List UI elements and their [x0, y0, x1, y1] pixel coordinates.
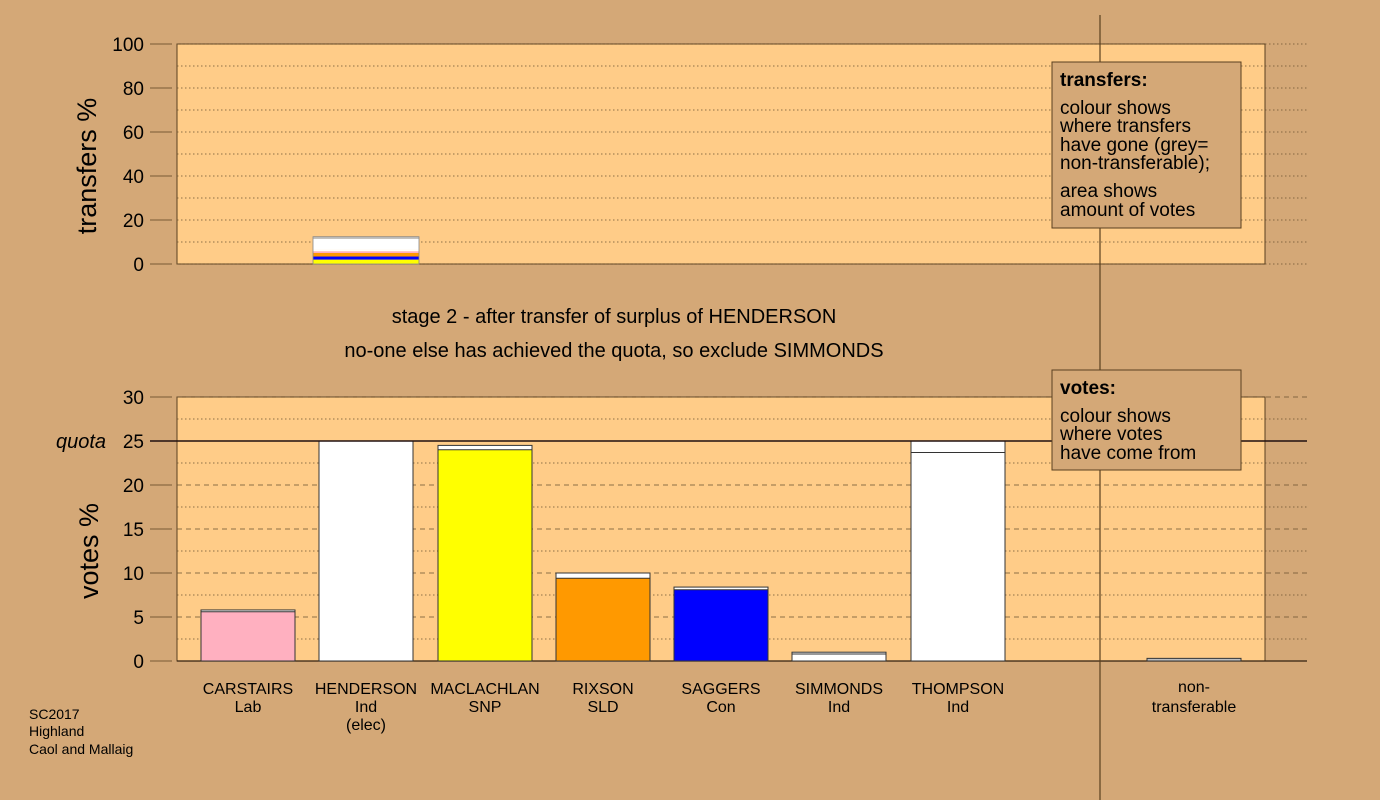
transfer-segment-simmonds: [313, 249, 419, 252]
transfers-legend-line: amount of votes: [1060, 200, 1195, 221]
candidate-name: RIXSON: [572, 681, 633, 698]
candidate-party: Ind: [828, 699, 850, 716]
transfer-segment: [674, 587, 768, 590]
votes-legend: votes: colour shows where votes have com…: [1051, 369, 1242, 471]
y-tick-label: 25: [123, 432, 144, 453]
transfer-bar-outline: [312, 236, 420, 265]
y-tick-label: 10: [123, 564, 144, 585]
candidate-labels: CARSTAIRSLabHENDERSONInd(elec)MACLACHLAN…: [203, 679, 1237, 734]
candidate-party: Ind: [947, 699, 969, 716]
bar-outline: [555, 572, 651, 662]
candidate-name: CARSTAIRS: [203, 681, 293, 698]
transfers-legend-line: where transfers: [1059, 116, 1191, 137]
footer-line: Highland: [29, 723, 84, 739]
first-preference-segment: [438, 449, 532, 661]
transfer-segment: [911, 441, 1005, 453]
candidate-bar-henderson: [318, 440, 414, 662]
y-tick-label: 5: [133, 608, 144, 629]
candidate-party: Ind: [355, 699, 377, 716]
votes-bars: [200, 440, 1242, 662]
first-preference-segment: [911, 452, 1005, 661]
transfers-legend-line: have gone (grey=: [1060, 135, 1208, 156]
footer-line: SC2017: [29, 706, 80, 722]
transfer-segment: [438, 445, 532, 450]
transfers-legend-title: transfers:: [1060, 70, 1148, 91]
footer-line: Caol and Mallaig: [29, 741, 133, 757]
first-preference-segment: [792, 653, 886, 661]
transfer-segment: [792, 652, 886, 654]
transfer-segment-maclachlan: [313, 259, 419, 264]
y-tick-label: 0: [133, 652, 144, 673]
transfer-segment: [201, 609, 295, 612]
transfers-legend-line: area shows: [1060, 181, 1157, 202]
votes-legend-line: where votes: [1059, 424, 1162, 445]
transfers-legend: transfers: colour shows where transfers …: [1051, 61, 1242, 229]
votes-legend-line: have come from: [1060, 443, 1196, 464]
bar-outline: [437, 444, 533, 662]
transfer-segment-saggers: [313, 256, 419, 260]
stage-note: no-one else has achieved the quota, so e…: [344, 340, 883, 362]
candidate-party: SLD: [587, 699, 618, 716]
transfer-segment-carstairs: [313, 251, 419, 253]
bar-outline: [673, 586, 769, 662]
candidate-party: Lab: [235, 699, 262, 716]
votes-legend-box: [1051, 369, 1242, 471]
candidate-name: HENDERSON: [315, 681, 417, 698]
transfers-axis-label: transfers %: [72, 98, 102, 235]
stage-title: stage 2 - after transfer of surplus of H…: [392, 306, 837, 328]
votes-legend-title: votes:: [1060, 378, 1116, 399]
transfer-segment-rixson: [313, 253, 419, 257]
candidate-bar-maclachlan: [437, 444, 533, 662]
y-tick-label: 30: [123, 388, 144, 409]
transfer-segment: [556, 573, 650, 579]
y-tick-label: 100: [112, 35, 144, 56]
y-tick-label: 20: [123, 211, 144, 232]
y-tick-label: 60: [123, 123, 144, 144]
candidate-party: SNP: [469, 699, 502, 716]
y-tick-label: 0: [133, 255, 144, 276]
y-tick-label: 20: [123, 476, 144, 497]
transfers-legend-line: non-transferable);: [1060, 153, 1210, 174]
quota-label: quota: [56, 431, 106, 453]
y-tick-label: 40: [123, 167, 144, 188]
candidate-bar-thompson: [910, 440, 1006, 662]
candidate-party: Con: [706, 699, 735, 716]
candidate-bar-carstairs: [200, 609, 296, 662]
bar-outline: [200, 609, 296, 662]
candidate-bar-saggers: [673, 586, 769, 662]
bar-outline: [791, 651, 887, 662]
nontransferable-label: transferable: [1152, 699, 1237, 716]
first-preference-segment: [556, 578, 650, 661]
nontransferable-label: non-: [1178, 679, 1210, 696]
candidate-name: MACLACHLAN: [430, 681, 539, 698]
transfers-legend-box: [1051, 61, 1242, 229]
transfer-segment-thompson: [313, 238, 419, 250]
votes-axis-label: votes %: [74, 503, 104, 599]
first-preference-segment: [674, 589, 768, 661]
footer: SC2017 Highland Caol and Mallaig: [29, 706, 133, 757]
y-tick-label: 80: [123, 79, 144, 100]
candidate-bar-rixson: [555, 572, 651, 662]
nontransferable-bar: [1146, 657, 1242, 662]
transfers-bars: [312, 236, 420, 265]
first-preference-segment: [319, 441, 413, 661]
votes-legend-line: colour shows: [1060, 406, 1171, 427]
transfer-segment-non-transferable: [313, 236, 419, 239]
transfers-y-ticks: 0 20 40 60 80 100: [112, 35, 172, 276]
transfers-legend-line: colour shows: [1060, 98, 1171, 119]
first-preference-segment: [201, 611, 295, 661]
candidate-name: SIMMONDS: [795, 681, 883, 698]
candidate-name: THOMPSON: [912, 681, 1004, 698]
candidate-name: SAGGERS: [681, 681, 760, 698]
votes-y-ticks: 0 5 10 15 20 25 30: [123, 388, 172, 673]
candidate-status: (elec): [346, 717, 386, 734]
candidate-bar-simmonds: [791, 651, 887, 662]
y-tick-label: 15: [123, 520, 144, 541]
